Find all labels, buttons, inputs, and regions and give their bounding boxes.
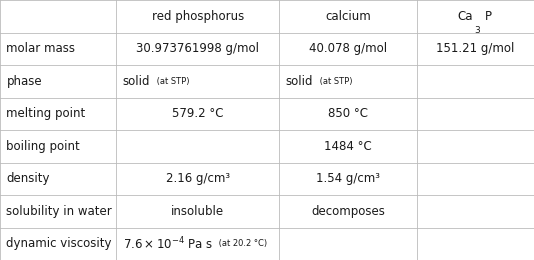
Text: boiling point: boiling point xyxy=(6,140,80,153)
Text: molar mass: molar mass xyxy=(6,42,75,55)
Text: red phosphorus: red phosphorus xyxy=(152,10,244,23)
Text: 40.078 g/mol: 40.078 g/mol xyxy=(309,42,387,55)
Text: 850 °C: 850 °C xyxy=(328,107,368,120)
Text: solid: solid xyxy=(123,75,150,88)
Text: density: density xyxy=(6,172,50,185)
Text: $7.6\times10^{-4}$ Pa s: $7.6\times10^{-4}$ Pa s xyxy=(123,236,213,252)
Text: (at STP): (at STP) xyxy=(154,77,189,86)
Text: 151.21 g/mol: 151.21 g/mol xyxy=(436,42,515,55)
Text: solid: solid xyxy=(286,75,313,88)
Text: decomposes: decomposes xyxy=(311,205,385,218)
Text: 1.54 g/cm³: 1.54 g/cm³ xyxy=(316,172,380,185)
Text: solubility in water: solubility in water xyxy=(6,205,112,218)
Text: 30.973761998 g/mol: 30.973761998 g/mol xyxy=(136,42,260,55)
Text: P: P xyxy=(485,10,492,23)
Text: (at 20.2 °C): (at 20.2 °C) xyxy=(216,239,268,248)
Text: 1484 °C: 1484 °C xyxy=(324,140,372,153)
Text: 3: 3 xyxy=(474,26,480,35)
Text: Ca: Ca xyxy=(457,10,473,23)
Text: insoluble: insoluble xyxy=(171,205,224,218)
Text: 2.16 g/cm³: 2.16 g/cm³ xyxy=(166,172,230,185)
Text: 579.2 °C: 579.2 °C xyxy=(172,107,224,120)
Text: melting point: melting point xyxy=(6,107,85,120)
Text: calcium: calcium xyxy=(325,10,371,23)
Text: dynamic viscosity: dynamic viscosity xyxy=(6,237,112,250)
Text: phase: phase xyxy=(6,75,42,88)
Text: (at STP): (at STP) xyxy=(317,77,352,86)
